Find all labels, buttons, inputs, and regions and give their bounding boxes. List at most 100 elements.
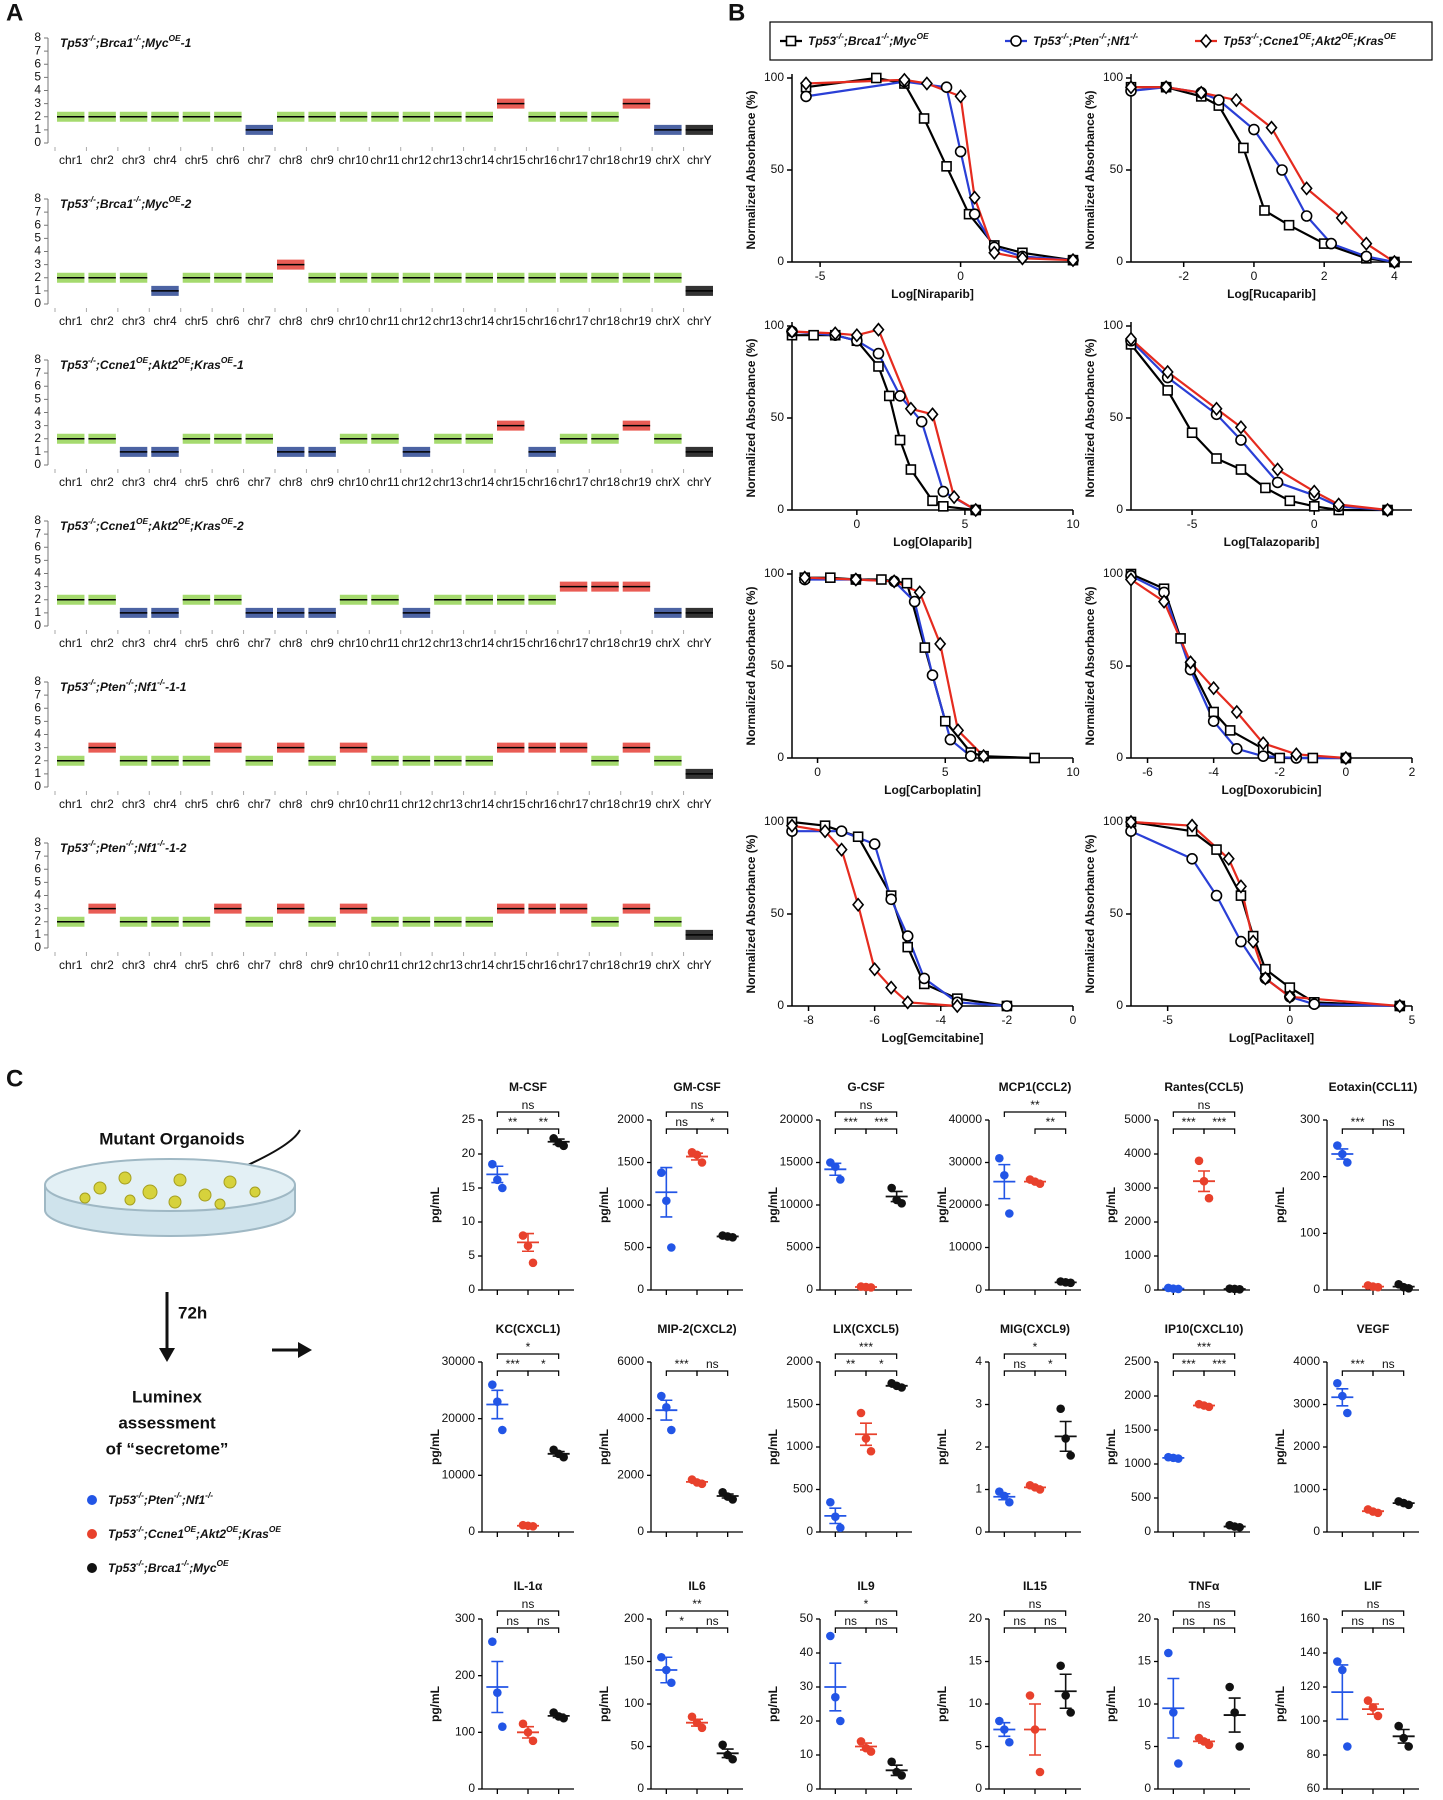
x-tick-label: chr5 — [185, 153, 209, 167]
x-tick-label: chr5 — [185, 636, 209, 650]
error-bar — [860, 1742, 872, 1751]
curve — [792, 830, 1007, 1008]
marker — [1230, 92, 1243, 108]
significance-bracket — [834, 1128, 867, 1134]
x-tick-label: chr9 — [310, 153, 334, 167]
error-bar — [522, 1524, 534, 1527]
curve — [792, 334, 976, 512]
chart-title: GM-CSF — [673, 1080, 720, 1094]
y-tick-label: 0 — [468, 1781, 475, 1795]
marker — [1300, 181, 1313, 196]
y-tick-label: 200 — [1300, 1169, 1320, 1183]
significance-label: * — [1033, 1340, 1038, 1354]
y-tick-label: 8 — [34, 513, 41, 527]
marker — [798, 570, 811, 585]
x-tick-label: chr7 — [248, 636, 272, 650]
x-tick-label: chr7 — [248, 153, 272, 167]
marker — [915, 415, 928, 428]
curve — [791, 824, 958, 1008]
x-tick-label: chr10 — [339, 475, 369, 489]
marker — [954, 145, 967, 158]
dot — [498, 1722, 507, 1731]
significance-label: ns — [1213, 1614, 1226, 1628]
y-tick-label: 100 — [764, 318, 784, 332]
x-axis-label: Log[Rucaparib] — [1227, 287, 1316, 301]
significance-bracket — [1341, 1610, 1405, 1616]
curve — [791, 328, 977, 511]
y-tick-label: 300 — [455, 1611, 475, 1625]
x-tick-label: chr6 — [216, 153, 240, 167]
y-tick-label: 3 — [34, 740, 41, 754]
dot — [657, 1391, 666, 1401]
y-tick-label: 5000 — [786, 1240, 813, 1254]
marker — [852, 897, 865, 913]
y-tick-label: 1 — [34, 927, 41, 941]
marker — [1210, 889, 1223, 902]
x-tick-label: -4 — [1208, 765, 1219, 779]
y-axis-label: pg/mL — [428, 1686, 442, 1722]
error-bar — [1029, 1179, 1041, 1184]
y-tick-label: 20 — [1138, 1611, 1152, 1625]
dot — [1204, 1193, 1214, 1203]
marker — [1162, 385, 1173, 396]
marker — [1207, 715, 1220, 728]
dot — [836, 1716, 845, 1726]
significance-bracket — [834, 1627, 867, 1633]
legend-label-part: ;Nf1 — [1107, 34, 1131, 48]
x-tick-label: chr13 — [433, 314, 463, 328]
marker — [1235, 464, 1247, 475]
error-bar — [1367, 1285, 1379, 1288]
x-tick-label: chr14 — [464, 314, 494, 328]
marker — [904, 401, 917, 417]
x-tick-label: 10 — [1066, 765, 1080, 779]
y-tick-label: 0 — [34, 940, 41, 954]
y-tick-label: 100 — [1103, 70, 1123, 84]
marker — [1160, 79, 1173, 95]
x-tick-label: chr15 — [496, 636, 526, 650]
y-tick-label: 100 — [1300, 1226, 1320, 1240]
legend-box — [769, 21, 1433, 61]
error-bar — [1198, 1403, 1210, 1408]
x-tick-label: chr16 — [527, 797, 557, 811]
y-tick-label: 20 — [969, 1611, 983, 1625]
marker — [1124, 331, 1138, 347]
x-tick-label: chrX — [656, 636, 681, 650]
x-tick-label: chr15 — [496, 475, 526, 489]
y-tick-label: 0 — [1116, 254, 1123, 268]
x-tick-label: chr4 — [153, 958, 177, 972]
legend-label-part: ;Kras — [1353, 34, 1384, 48]
significance-label: ns — [1013, 1614, 1026, 1628]
chart-title-part: ;Akt2 — [148, 519, 178, 533]
y-tick-label: 2 — [34, 914, 41, 928]
marker — [1186, 818, 1199, 833]
curve — [805, 78, 1074, 262]
significance-label: ns — [875, 1614, 888, 1628]
legend-label-part: ;Nf1 — [182, 1493, 206, 1507]
y-tick-label: 15 — [969, 1654, 983, 1668]
chart-title: IL15 — [1023, 1579, 1047, 1593]
legend-label-part: -/- — [1061, 31, 1069, 41]
chart-title-part: -1-2 — [165, 841, 187, 855]
panel-label: A — [6, 0, 23, 26]
chart-title: LIX(CXCL5) — [833, 1322, 899, 1336]
y-tick-label: 100 — [764, 566, 784, 580]
y-tick-label: 10 — [800, 1747, 814, 1761]
y-axis-label: Normalized Absorbance (%) — [744, 91, 758, 250]
y-tick-label: 1000 — [1124, 1456, 1151, 1470]
x-tick-label: chr2 — [90, 797, 114, 811]
legend-label-part: ;Brca1 — [844, 34, 882, 48]
y-tick-label: 6 — [34, 539, 41, 553]
dot — [1235, 1742, 1244, 1751]
marker — [885, 980, 898, 995]
marker — [894, 434, 906, 446]
y-tick-label: 0 — [1144, 1524, 1151, 1538]
error-bar — [1367, 1509, 1379, 1514]
significance-bracket — [1372, 1627, 1405, 1633]
y-tick-label: 2500 — [1124, 1354, 1151, 1368]
x-tick-label: 0 — [1251, 269, 1258, 283]
significance-label: *** — [1212, 1115, 1226, 1129]
chart-title: Tp53-/-;Brca1-/-;MycOE-2 — [60, 194, 192, 211]
error-bar — [890, 1190, 903, 1203]
x-tick-label: chr2 — [90, 153, 114, 167]
dot — [866, 1446, 876, 1456]
